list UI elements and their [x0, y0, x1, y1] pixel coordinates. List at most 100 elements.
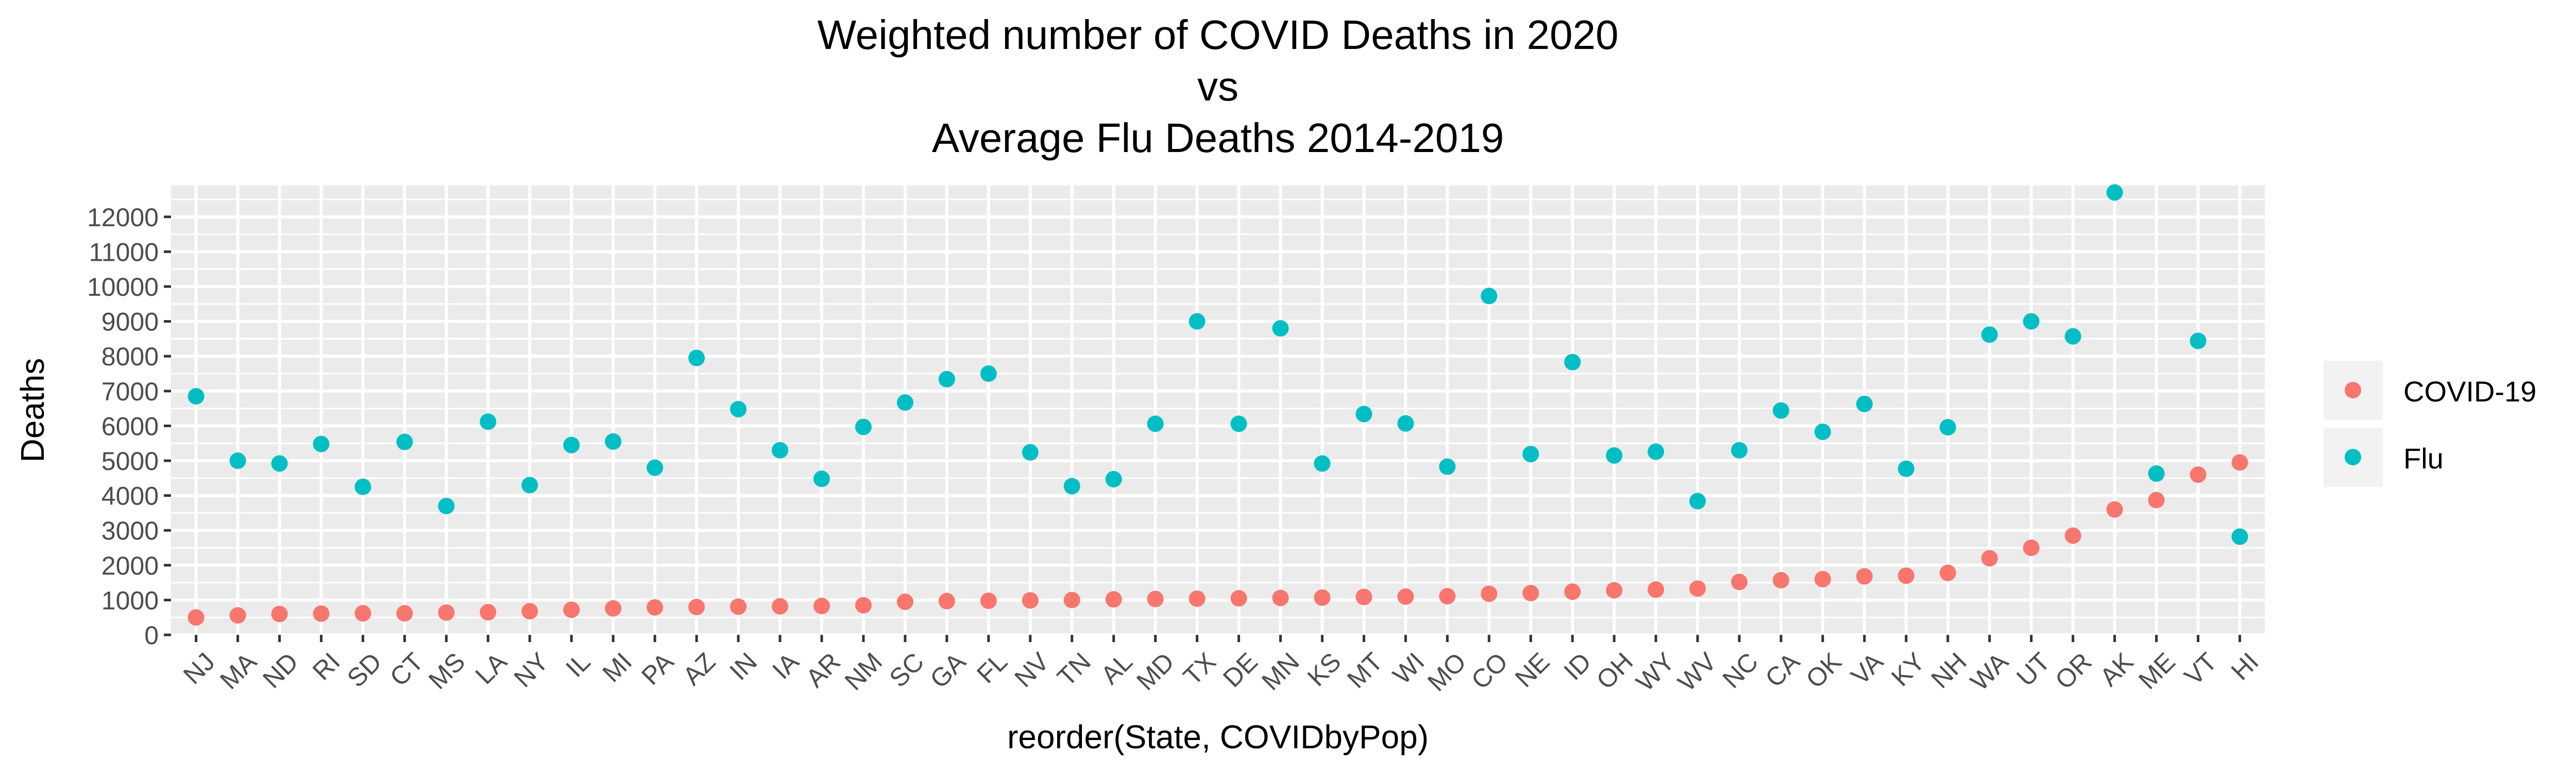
covid-19-point-va [1856, 568, 1873, 585]
chart-title: Weighted number of COVID Deaths in 2020 … [818, 12, 1619, 161]
x-tick-label: OK [1800, 647, 1847, 694]
x-tick-label: TX [1178, 647, 1222, 691]
flu-point-tx [1189, 313, 1206, 330]
covid-19-point-ar [813, 597, 830, 614]
flu-point-ny [521, 477, 538, 494]
x-tick-label: IA [767, 647, 804, 684]
x-tick-label: MA [214, 647, 262, 695]
y-tick-label: 2000 [101, 551, 159, 580]
covid-19-point-de [1230, 590, 1247, 607]
flu-point-ok [1814, 423, 1831, 440]
covid-19-point-co [1481, 585, 1498, 602]
covid-19-point-hi [2231, 454, 2248, 471]
x-tick-label: KS [1302, 647, 1347, 692]
flu-point-ar [813, 470, 830, 488]
x-tick-label: VT [2179, 647, 2223, 691]
flu-point-ut [2023, 313, 2040, 330]
flu-point-ct [396, 433, 413, 450]
y-axis: 0 1000 2000 3000 4000 5000 6000 7000 8000 9000 100… [87, 203, 171, 650]
flu-point-id [1564, 354, 1581, 371]
x-tick-label: AK [2094, 647, 2139, 692]
flu-point-al [1105, 470, 1122, 488]
flu-point-hi [2231, 528, 2248, 545]
legend-label-flu: Flu [2403, 442, 2444, 475]
minor-gridlines [171, 198, 2265, 618]
flu-point-me [2148, 465, 2165, 482]
covid-19-point-tx [1189, 590, 1206, 607]
x-tick-label: TN [1052, 647, 1096, 692]
x-tick-label: ID [1558, 647, 1597, 686]
legend: COVID-19 Flu [2324, 361, 2536, 487]
flu-point-nm [855, 418, 872, 435]
chart-title-line-1: Weighted number of COVID Deaths in 2020 [818, 12, 1619, 58]
flu-point-ak [2106, 184, 2123, 201]
covid-19-point-ms [438, 604, 455, 621]
x-tick-label: ME [2133, 647, 2181, 695]
covid-19-point-al [1105, 591, 1122, 608]
x-tick-label: OH [1591, 647, 1639, 695]
covid-19-point-fl [980, 592, 997, 609]
y-axis-title: Deaths [14, 358, 51, 463]
flu-point-pa [647, 459, 664, 476]
x-tick-label: OR [2049, 647, 2097, 695]
covid-19-point-nm [855, 597, 872, 614]
covid-19-point-nh [1939, 564, 1956, 581]
x-tick-label: ND [257, 647, 304, 694]
covid-19-point-nd [271, 606, 288, 623]
covid-19-point-sd [354, 605, 371, 622]
flu-point-nv [1022, 444, 1039, 461]
covid-19-point-ia [771, 598, 788, 615]
covid-19-point-wi [1397, 588, 1414, 605]
x-tick-label: WY [1631, 647, 1681, 697]
flu-point-de [1230, 415, 1247, 432]
x-tick-label: GA [924, 647, 971, 694]
flu-point-ga [938, 371, 955, 388]
x-tick-label: NM [839, 647, 888, 696]
covid-19-point-nj [188, 609, 205, 626]
covid-19-point-ky [1897, 567, 1914, 584]
x-tick-label: CA [1759, 647, 1805, 693]
x-tick-label: CT [384, 647, 429, 692]
x-tick-label: HI [2226, 647, 2264, 686]
legend-label-covid-19: COVID-19 [2403, 375, 2536, 408]
x-tick-label: KY [1886, 647, 1930, 692]
x-tick-label: MT [1342, 647, 1388, 694]
x-tick-label: PA [636, 647, 680, 691]
chart-title-line-2: vs [1197, 63, 1239, 109]
flu-point-ri [313, 435, 330, 452]
covid-19-point-pa [647, 599, 664, 616]
flu-point-sd [354, 478, 371, 495]
covid-19-point-wy [1648, 581, 1665, 598]
covid-19-point-nv [1022, 592, 1039, 609]
x-tick-label: RI [307, 647, 346, 686]
x-axis-title: reorder(State, COVIDbyPop) [1007, 718, 1429, 755]
covid-19-point-ga [938, 593, 955, 610]
flu-point-mo [1439, 458, 1456, 475]
x-tick-label: MD [1131, 647, 1180, 696]
x-tick-label: SC [884, 647, 929, 693]
flu-point-in [730, 400, 747, 417]
covid-19-point-mo [1439, 587, 1456, 604]
x-tick-label: NJ [178, 647, 221, 690]
flu-point-vt [2190, 332, 2207, 349]
y-tick-label: 9000 [101, 308, 159, 337]
covid-19-point-tn [1063, 592, 1080, 609]
covid-19-point-nc [1731, 574, 1748, 591]
covid-19-point-il [563, 601, 580, 618]
covid-19-point-ks [1314, 589, 1331, 606]
x-tick-label: LA [470, 647, 513, 690]
legend-key-flu [2345, 449, 2361, 465]
covid-19-point-ma [229, 607, 246, 624]
x-tick-label: VA [1845, 647, 1889, 691]
x-tick-label: WV [1672, 647, 1722, 697]
covid-19-point-wv [1689, 580, 1706, 597]
y-tick-label: 0 [144, 621, 159, 650]
flu-point-sc [896, 394, 913, 411]
flu-point-nc [1731, 442, 1748, 459]
x-tick-label: FL [971, 647, 1013, 689]
x-tick-label: WI [1387, 647, 1430, 690]
covid-19-point-la [480, 604, 497, 621]
x-tick-label: IL [560, 647, 596, 683]
flu-point-ia [771, 442, 788, 459]
